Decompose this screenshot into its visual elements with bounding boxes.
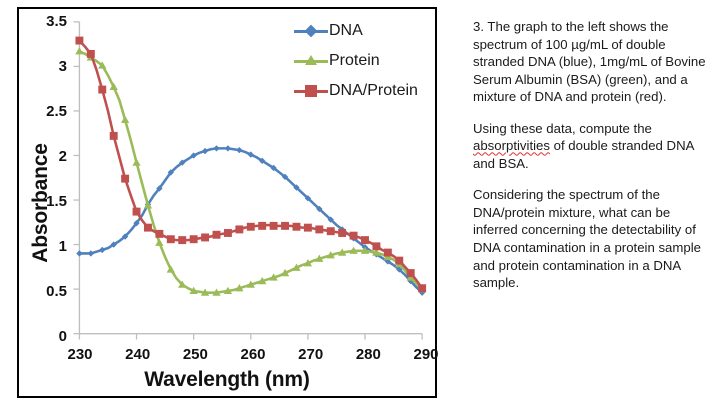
y-tick-label: 0 [58,328,67,345]
y-tick-label: 2.5 [46,103,67,120]
question-p2-part-a: Using these data, compute the [473,120,652,136]
legend-swatch-dna [294,23,328,39]
legend-item-dna-protein: DNA/Protein [294,82,418,100]
triangle-marker-icon [305,55,317,65]
y-axis-title: Absorbance [29,142,52,263]
y-tick-label: 3 [58,58,67,75]
x-tick-label: 230 [67,346,93,363]
x-tick-label: 290 [413,346,439,363]
square-marker-icon [305,85,317,97]
y-tick-label: 1 [58,238,67,255]
y-tick-label: 2 [58,148,67,165]
diamond-marker-icon [304,24,318,38]
question-text-panel: 3. The graph to the left shows the spect… [473,18,713,292]
legend-item-dna: DNA [294,22,418,40]
y-tick-label: 0.5 [46,283,67,300]
x-tick-label: 260 [240,346,266,363]
chart-legend: DNA Protein DNA/Protein [294,22,418,100]
legend-swatch-dna-protein [294,83,328,99]
question-paragraph-2: Using these data, compute the absorptivi… [473,120,713,173]
legend-item-protein: Protein [294,52,418,70]
question-p2-part-b: of double stranded DNA and BSA. [473,138,694,171]
x-axis-title: Wavelength (nm) [144,368,310,391]
question-paragraph-3: Considering the spectrum of the DNA/prot… [473,187,701,291]
misspelled-word-absorptivities: absorptivities [473,138,550,154]
y-tick-label: 3.5 [46,13,67,30]
x-tick-label: 250 [182,346,208,363]
y-tick-label: 1.5 [46,193,67,210]
chart-panel: 0 0.5 1 1.5 2 2.5 3 3.5 230 240 250 260 270 280 290 Wa… [17,7,439,398]
spectrum-chart [73,21,427,340]
question-p1-part-b: µg/mL of double stranded DNA (blue), 1mg… [473,36,706,105]
x-tick-label: 240 [125,346,151,363]
legend-label-dna: DNA [329,22,363,39]
x-tick-label: 280 [355,346,381,363]
legend-swatch-protein [294,53,328,69]
legend-label-dna-protein: DNA/Protein [329,82,418,99]
question-p1-part-a: 3. The graph to the left shows the spect… [473,19,669,52]
x-tick-label: 270 [298,346,324,363]
question-paragraph-1: 3. The graph to the left shows the spect… [473,18,713,106]
plot-area: 0 0.5 1 1.5 2 2.5 3 3.5 230 240 250 260 270 280 290 Wa… [19,9,439,396]
legend-label-protein: Protein [329,52,380,69]
